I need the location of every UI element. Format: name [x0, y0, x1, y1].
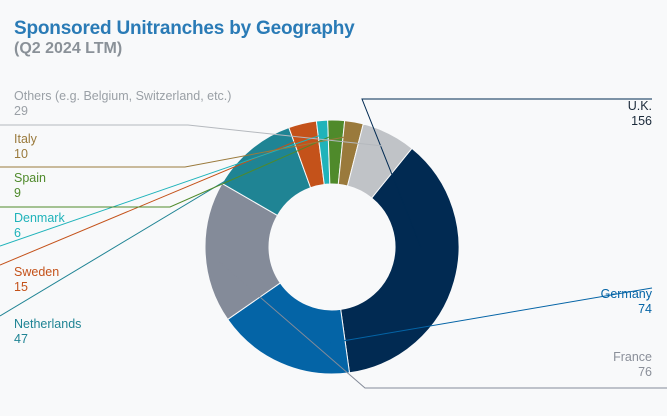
slice-value-label: 47 — [14, 332, 28, 346]
slice-label: France — [613, 350, 652, 364]
slice-label: Denmark — [14, 211, 65, 225]
leader-line — [0, 133, 324, 247]
leader-line — [361, 98, 652, 248]
slice-value-label: 156 — [631, 114, 652, 128]
slice-label: Netherlands — [14, 317, 81, 331]
leader-line — [0, 133, 336, 208]
slice-france — [204, 182, 281, 321]
slice-value-label: 76 — [638, 365, 652, 379]
slice-value-label: 6 — [14, 226, 21, 240]
slice-label: Others (e.g. Belgium, Switzerland, etc.) — [14, 89, 231, 103]
slice-value-label: 74 — [638, 302, 652, 316]
slice-value-label: 9 — [14, 186, 21, 200]
slice-value-label: 15 — [14, 280, 28, 294]
leader-line — [286, 287, 653, 352]
slice-label: Italy — [14, 132, 38, 146]
slice-label: Spain — [14, 171, 46, 185]
chart-title: Sponsored Unitranches by Geography — [14, 18, 355, 39]
leader-line — [218, 261, 667, 389]
leader-line — [0, 135, 352, 168]
slice-uk — [340, 147, 460, 374]
chart-subtitle: (Q2 2024 LTM) — [14, 40, 123, 57]
slice-label: Sweden — [14, 265, 59, 279]
slice-value-label: 29 — [14, 104, 28, 118]
slice-value-label: 10 — [14, 147, 28, 161]
leader-line — [0, 124, 383, 147]
slice-label: U.K. — [628, 99, 652, 113]
slice-label: Germany — [601, 287, 653, 301]
